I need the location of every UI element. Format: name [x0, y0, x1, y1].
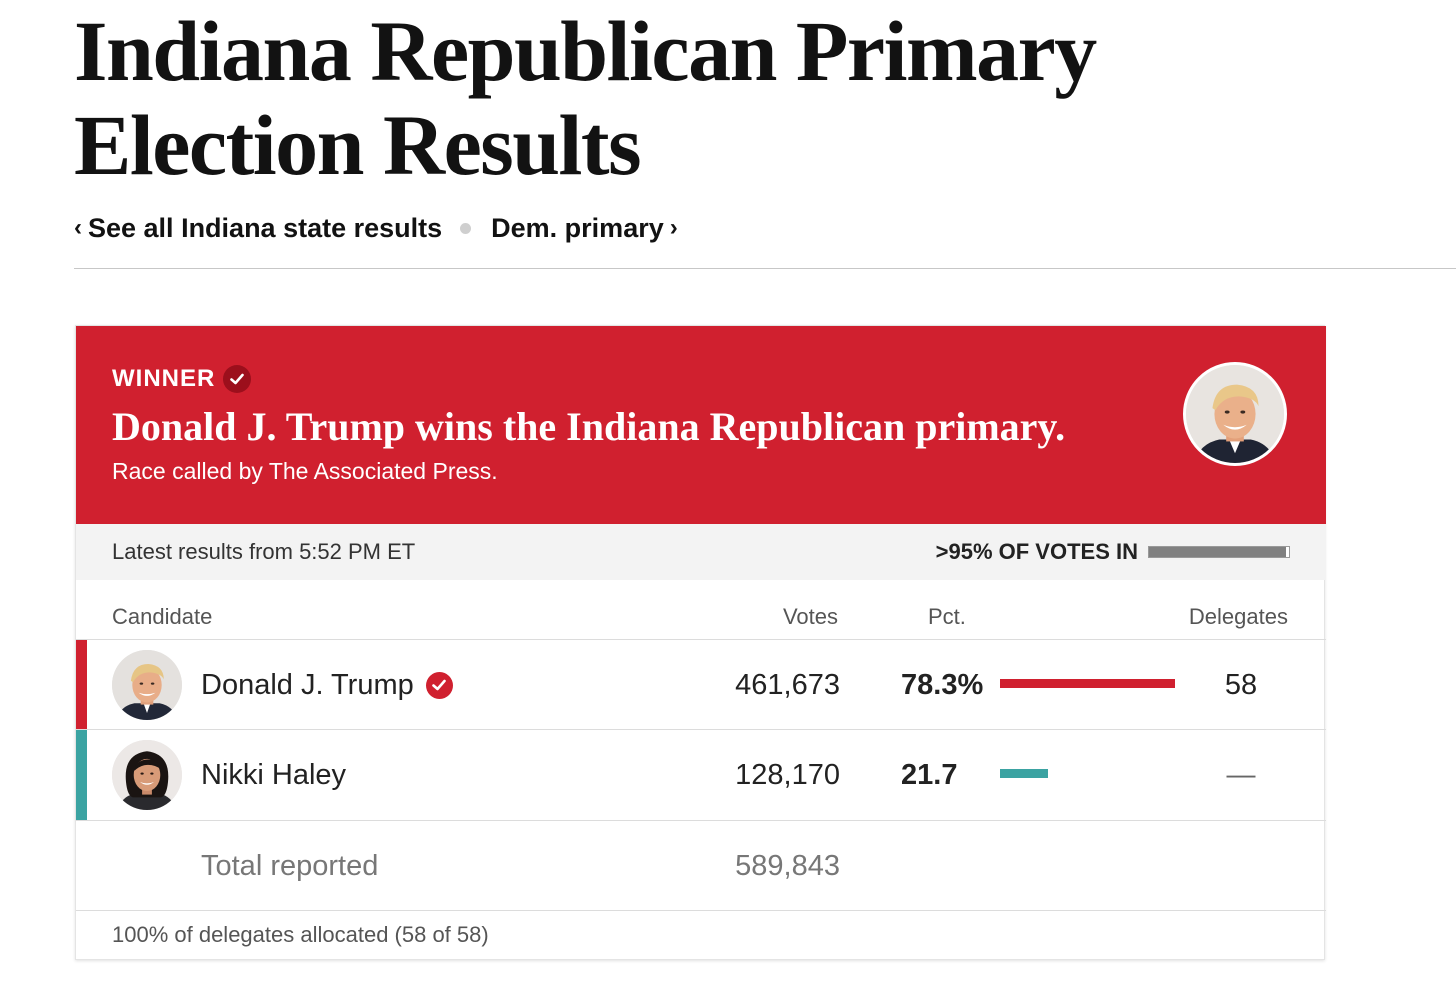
winner-label-text: WINNER — [112, 365, 216, 392]
pct-bar — [1000, 679, 1175, 688]
header-delegates: Delegates — [1188, 604, 1288, 629]
header-votes: Votes — [782, 604, 838, 629]
candidate-name: Nikki Haley — [201, 758, 346, 792]
results-card: WINNER Donald J. Trump wins the Indiana … — [75, 325, 1326, 960]
haley-avatar-icon — [112, 740, 182, 810]
winner-check-icon — [223, 365, 252, 393]
header-candidate: Candidate — [112, 604, 213, 629]
winner-banner: WINNER Donald J. Trump wins the Indiana … — [76, 326, 1326, 524]
winner-check-icon — [425, 671, 453, 699]
candidate-name-text: Donald J. Trump — [201, 669, 414, 701]
results-nav: ‹ See all Indiana state results Dem. pri… — [74, 208, 684, 248]
trump-portrait-icon — [1183, 362, 1287, 466]
race-called-note: Race called by The Associated Press. — [112, 458, 498, 484]
header-pct: Pct. — [928, 604, 966, 629]
candidate-name: Donald J. Trump — [201, 668, 453, 702]
see-all-state-results-link[interactable]: ‹ See all Indiana state results — [74, 213, 442, 244]
votes-in-progress-bar — [1148, 546, 1290, 558]
chevron-left-icon: ‹ — [74, 214, 82, 241]
candidate-pct: 21.7 — [901, 759, 958, 791]
chevron-right-icon: › — [669, 214, 678, 241]
header-divider — [74, 268, 1456, 269]
candidate-pct: 78.3% — [901, 669, 984, 701]
trump-avatar-icon — [112, 650, 182, 720]
total-row: Total reported 589,843 — [76, 820, 1326, 911]
table-row: Nikki Haley 128,170 21.7 — — [76, 729, 1326, 820]
pct-bar — [1000, 769, 1049, 778]
delegates-footer: 100% of delegates allocated (58 of 58) — [76, 910, 1326, 960]
party-color-bar — [76, 640, 87, 730]
candidate-delegates: — — [1226, 759, 1256, 791]
party-color-bar — [76, 730, 87, 820]
votes-in-progress-fill — [1149, 547, 1287, 557]
candidate-votes: 461,673 — [735, 669, 840, 701]
page-title: Indiana Republican Primary Election Resu… — [74, 3, 1097, 193]
delegates-allocated-note: 100% of delegates allocated (58 of 58) — [112, 922, 489, 947]
winner-headline: Donald J. Trump wins the Indiana Republi… — [112, 404, 1066, 449]
see-all-state-results-label: See all Indiana state results — [88, 212, 443, 243]
total-reported-votes: 589,843 — [735, 850, 840, 882]
votes-in-indicator: >95% OF VOTES IN — [936, 537, 1290, 567]
total-reported-label: Total reported — [201, 850, 379, 882]
candidate-name-text: Nikki Haley — [201, 759, 347, 791]
candidate-delegates: 58 — [1224, 669, 1258, 701]
results-status-bar: Latest results from 5:52 PM ET >95% OF V… — [76, 524, 1326, 580]
votes-in-label: >95% OF VOTES IN — [935, 539, 1138, 564]
table-row: Donald J. Trump 461,673 78.3% 58 — [76, 639, 1326, 730]
latest-results-time: Latest results from 5:52 PM ET — [112, 539, 416, 564]
dem-primary-link[interactable]: Dem. primary › — [491, 213, 684, 244]
dem-primary-label: Dem. primary — [491, 212, 664, 243]
candidate-votes: 128,170 — [735, 759, 840, 791]
separator-dot — [460, 222, 472, 234]
winner-label: WINNER — [112, 364, 252, 394]
